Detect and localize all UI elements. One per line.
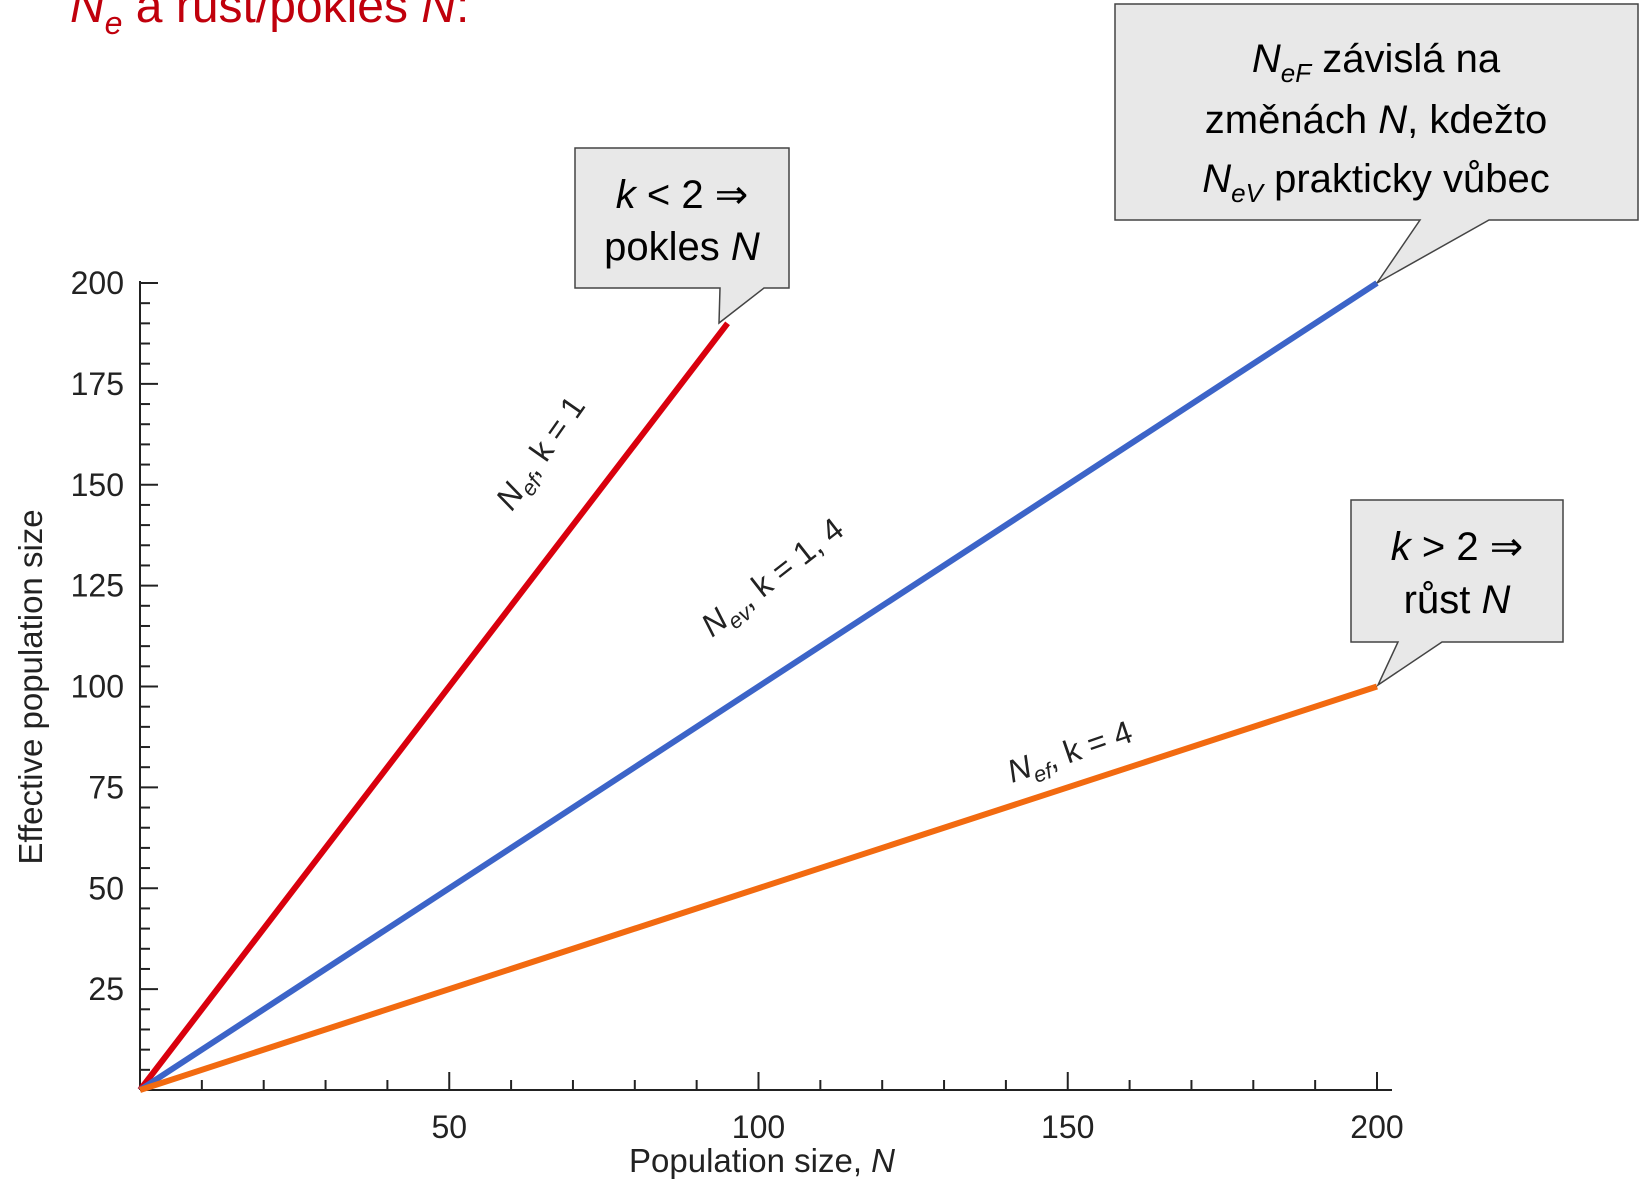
y-tick-label: 25: [88, 971, 124, 1007]
y-tick-label: 150: [71, 467, 124, 503]
y-tick-label: 50: [88, 870, 124, 906]
y-tick-label: 75: [88, 769, 124, 805]
x-tick-label: 50: [431, 1109, 467, 1145]
callout-growth-line2: růst N: [1404, 578, 1511, 622]
y-tick-label: 200: [71, 265, 124, 301]
series-line-blue: [138, 280, 1379, 1093]
y-tick-label: 175: [71, 366, 124, 402]
series-label-orange: Nef, k = 4: [1003, 713, 1139, 795]
callout-decline-line2: pokles N: [604, 225, 760, 269]
y-axis-title: Effective population size: [12, 509, 49, 864]
series-label-blue: Nev, k = 1, 4: [694, 510, 854, 648]
callout-growth: k > 2 ⇒ růst N: [1350, 499, 1564, 688]
y-tick-label: 100: [71, 669, 124, 705]
axes: 50 100 150 200 25 50 75 100 125 150 175 200 Populati…: [12, 265, 1404, 1179]
x-axis-title: Population size, N: [629, 1142, 895, 1179]
callout-note-line1: NeF závislá na: [1252, 37, 1501, 88]
series-label-red: Nef, k = 1: [488, 389, 597, 519]
callout-growth-line1: k > 2 ⇒: [1391, 525, 1523, 569]
series-line-orange: [139, 683, 1378, 1093]
y-tick-label: 125: [71, 568, 124, 604]
callout-note-line3: NeV prakticky vůbec: [1202, 157, 1549, 208]
x-tick-label: 200: [1350, 1109, 1403, 1145]
callout-note: NeF závislá na změnách N, kdežto NeV pra…: [1114, 3, 1639, 284]
callout-decline: k < 2 ⇒ pokles N: [574, 147, 790, 325]
x-tick-label: 100: [732, 1109, 785, 1145]
callout-decline-line1: k < 2 ⇒: [616, 173, 748, 217]
slide-title: Ne a růst/pokles N:: [70, 0, 469, 41]
x-tick-label: 150: [1041, 1109, 1094, 1145]
series-line-red: [137, 321, 730, 1092]
series-lines: [137, 280, 1379, 1093]
callout-note-line2: změnách N, kdežto: [1205, 98, 1547, 142]
